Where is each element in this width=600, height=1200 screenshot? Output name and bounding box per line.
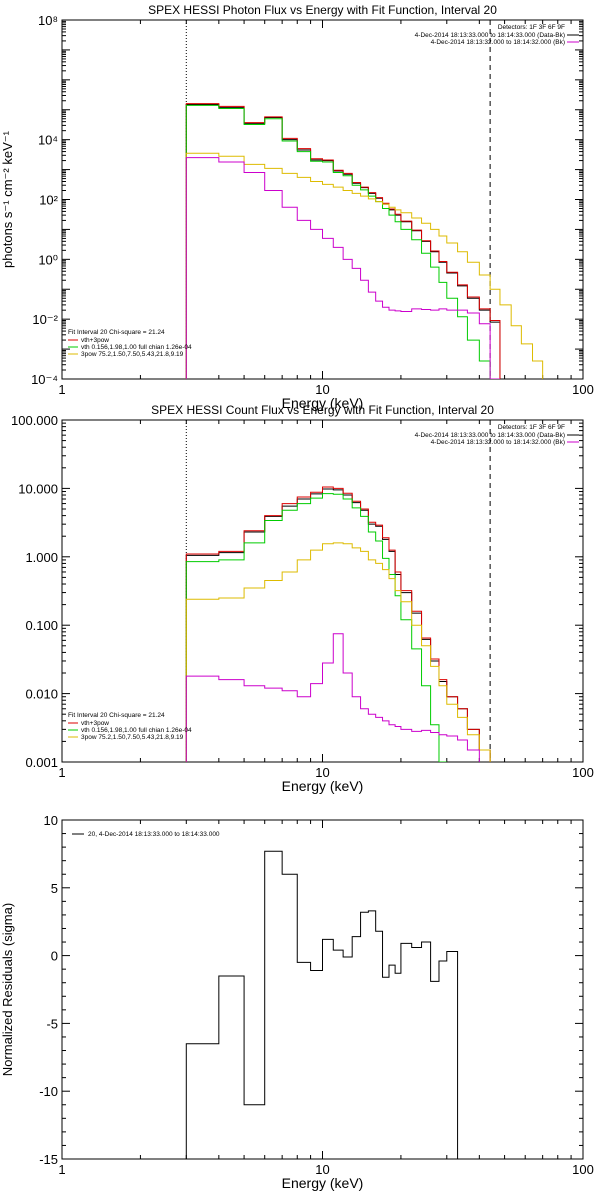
series-line-3 [185,104,501,379]
y-tick-label: 10⁻² [32,312,58,327]
y-tick-label: 0.100 [25,618,58,633]
chart-panel-2: SPEX HESSI Count Flux vs Energy with Fit… [11,403,594,794]
legend-entry: 4-Dec-2014 18:13:32.000 to 18:14:32.000 … [431,439,565,446]
x-axis-label: Energy (keV) [282,1175,364,1191]
x-tick-label: 1 [58,1162,65,1177]
y-tick-label: 0.010 [25,687,58,702]
x-tick-label: 1 [58,765,65,780]
legend-entry: 4-Dec-2014 18:13:33.000 to 18:14:33.000 … [415,432,565,439]
series-line-3 [185,493,447,762]
series-line-1 [185,488,491,762]
chart-title: SPEX HESSI Photon Flux vs Energy with Fi… [148,3,497,17]
chart-panel-3: 1 10 100 Energy (keV) -15 -10 -5 0 5 10 Normalized… [0,813,594,1191]
x-axis-label: Energy (keV) [282,395,364,411]
series-line-2 [185,103,501,379]
legend-detectors: Detectors: 1F 3F 6F 9F [498,24,565,31]
data-area [185,850,459,1159]
x-tick-label: 10 [315,382,329,397]
legend-entry: vth+3pow [81,337,109,344]
plot-frame [61,819,584,1160]
legend-entry: 3pow 75.2,1.50,7.50,5.43,21.8,9.19 [81,734,184,741]
series-line-1 [185,103,501,379]
x-tick-label: 10 [315,765,329,780]
y-tick-label: 10 [44,813,58,828]
plot-frame [61,419,584,763]
x-axis-label: Energy (keV) [282,778,364,794]
plot-frame [61,19,584,380]
y-tick-label: 10² [39,193,58,208]
series-line-2 [185,486,491,762]
legend-entry: vth 0.156,1.98,1.00 full chian 1.26e-04 [81,727,192,734]
legend-fit-header: Fit Interval 20 Chi-square = 21.24 [68,329,165,336]
legend-entry: 3pow 75.2,1.50,7.50,5.43,21.8,9.19 [81,351,184,358]
series-line-4 [185,152,544,379]
data-area [185,20,544,379]
series-line-4 [185,542,491,762]
x-tick-label: 100 [572,382,594,397]
y-tick-label: -5 [46,1016,58,1031]
legend-entry: vth+3pow [81,720,109,727]
y-tick-label: 0.001 [25,755,58,770]
legend-entry: 4-Dec-2014 18:13:32.000 to 18:14:32.000 … [431,39,565,46]
x-tick-label: 100 [572,1162,594,1177]
y-tick-label: -10 [39,1084,58,1099]
series-line-5 [185,157,500,379]
series-line-1 [185,850,459,1159]
chart-panel-1: SPEX HESSI Photon Flux vs Energy with Fi… [0,3,594,411]
legend-fit-header: Fit Interval 20 Chi-square = 21.24 [68,712,165,719]
y-tick-label: 5 [51,881,58,896]
chart-title: SPEX HESSI Count Flux vs Energy with Fit… [151,403,494,417]
data-area [185,420,491,762]
x-tick-label: 1 [58,382,65,397]
x-tick-label: 100 [572,765,594,780]
y-tick-label: -15 [39,1152,58,1167]
y-axis-label: Normalized Residuals (sigma) [0,903,15,1076]
legend-detectors: Detectors: 1F 3F 6F 9F [498,424,565,431]
x-tick-label: 10 [315,1162,329,1177]
legend-entry: 20, 4-Dec-2014 18:13:33.000 to 18:14:33.… [88,831,220,838]
y-tick-label: 10⁸ [38,13,58,28]
y-tick-label: 100.000 [11,413,58,428]
legend-entry: vth 0.156,1.98,1.00 full chian 1.26e-04 [81,344,192,351]
series-line-5 [185,633,491,762]
y-tick-label: 10.000 [18,481,58,496]
y-axis-label: photons s⁻¹ cm⁻² keV⁻¹ [0,130,15,268]
legend-entry: 4-Dec-2014 18:13:33.000 to 18:14:33.000 … [415,32,565,39]
y-tick-label: 10⁴ [38,133,58,148]
y-tick-label: 10⁻⁴ [31,372,58,387]
y-tick-label: 0 [51,949,58,964]
y-tick-label: 1.000 [25,550,58,565]
y-tick-label: 10⁰ [38,252,58,267]
